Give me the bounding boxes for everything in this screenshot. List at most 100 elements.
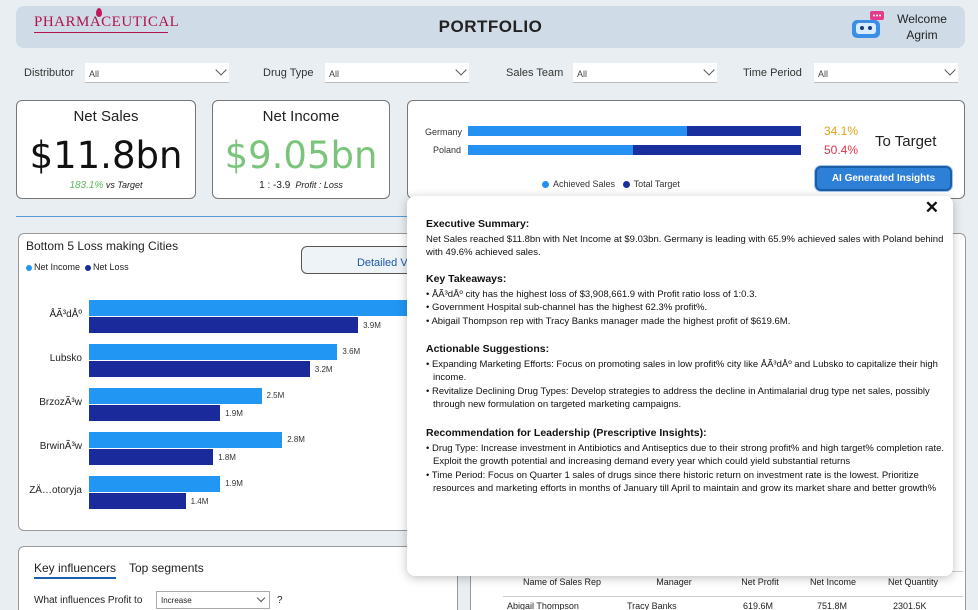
chevron-down-icon [703, 64, 715, 76]
poland-pct: 50.4% [824, 143, 859, 157]
exec-title: Executive Summary: [426, 218, 530, 230]
net-sales-pct-suffix: vs Target [105, 180, 143, 190]
pharmaceutical-logo: PHARMACEUTICAL [34, 8, 179, 33]
close-icon[interactable]: ✕ [924, 198, 939, 217]
profit-loss-label: Profit : Loss [295, 180, 343, 190]
col-net-income[interactable]: Net Income [809, 577, 857, 587]
income-value-label: 3.6M [342, 347, 361, 356]
drug-type-value: All [329, 69, 340, 79]
takeaway-item: • ÅÃ³dÅº city has the highest loss of $3… [426, 288, 758, 300]
cell-rep: Abigail Thompson [507, 601, 579, 610]
loss-chart-legend: Net Income Net Loss [26, 262, 129, 272]
city-label: ÅÃ³dÅº [49, 309, 82, 320]
net-sales-sub: 183.1% vs Target [17, 180, 195, 191]
net-sales-title: Net Sales [73, 108, 139, 125]
sales-team-label: Sales Team [506, 67, 564, 79]
section-divider [16, 216, 410, 217]
leadership-recommendations: Recommendation for Leadership (Prescript… [426, 427, 946, 496]
legend-loss: Net Loss [93, 262, 129, 272]
income-value-label: 1.9M [225, 479, 243, 488]
loss-value-label: 1.9M [225, 409, 243, 418]
takeaway-item: • Abigail Thompson rep with Tracy Banks … [426, 315, 791, 327]
germany-target-bar[interactable] [468, 126, 801, 136]
kt-title: Key Takeaways: [426, 273, 507, 285]
drug-type-label: Drug Type [263, 67, 314, 79]
recommendation-item: • Time Period: Focus on Quarter 1 sales … [426, 469, 937, 495]
tab-key-influencers[interactable]: Key influencers [34, 561, 117, 579]
col-sales-rep[interactable]: Name of Sales Rep [522, 577, 602, 587]
tab-top-segments[interactable]: Top segments [129, 561, 204, 575]
robot-avatar-icon[interactable] [850, 10, 886, 40]
loss-value-label: 1.4M [190, 497, 209, 506]
poland-target-bar[interactable] [468, 145, 801, 155]
germany-label: Germany [425, 127, 463, 137]
income-bar[interactable] [89, 300, 437, 316]
income-bar[interactable] [89, 476, 221, 492]
user-name: Agrim [906, 28, 938, 42]
distributor-select[interactable]: All [85, 63, 229, 83]
col-net-quantity[interactable]: Net Quantity [887, 577, 939, 587]
distributor-value: All [89, 69, 100, 79]
drug-type-select[interactable]: All [325, 63, 469, 83]
germany-achieved-bar[interactable] [468, 126, 688, 136]
time-period-select[interactable]: All [814, 63, 958, 83]
welcome-label: Welcome [897, 12, 947, 26]
influence-select[interactable]: Increase [156, 591, 270, 609]
question-mark: ? [277, 595, 283, 606]
welcome-text: Welcome Agrim [886, 11, 958, 43]
to-target-label: To Target [875, 133, 937, 150]
loss-bar[interactable] [89, 493, 186, 509]
loss-cities-chart: Bottom 5 Loss making Cities Net Income N… [18, 233, 438, 531]
loss-bar[interactable] [89, 405, 221, 421]
header-bar: PHARMACEUTICAL PORTFOLIO Welcome Agrim [16, 6, 965, 48]
loss-bar[interactable] [89, 361, 310, 377]
total-dot-icon [622, 181, 630, 188]
drop-icon [96, 8, 102, 17]
achieved-dot-icon [542, 181, 549, 188]
table-rule [503, 596, 963, 597]
loss-bar[interactable] [89, 317, 359, 333]
sales-team-select[interactable]: All [573, 63, 717, 83]
profit-loss-ratio: 1 : -3.9 [259, 180, 291, 191]
net-sales-pct: 183.1% [69, 180, 104, 191]
sales-team-value: All [577, 69, 588, 79]
income-value-label: 2.8M [287, 435, 305, 444]
col-manager[interactable]: Manager [656, 577, 692, 587]
takeaway-item: • Government Hospital sub-channel has th… [426, 302, 708, 313]
income-bar[interactable] [89, 344, 338, 360]
distributor-label: Distributor [24, 67, 75, 79]
chevron-down-icon [944, 64, 956, 76]
net-sales-value: $11.8bn [29, 134, 183, 177]
loss-chart-title: Bottom 5 Loss making Cities [26, 239, 179, 253]
suggestion-item: • Expanding Marketing Efforts: Focus on … [426, 358, 938, 384]
income-bar[interactable] [89, 432, 283, 448]
recommendation-item: • Drug Type: Increase investment in Anti… [426, 442, 945, 468]
chevron-down-icon [256, 593, 266, 603]
page-title: PORTFOLIO [438, 17, 543, 36]
logo-underline [34, 32, 168, 33]
poland-achieved-bar[interactable] [468, 145, 634, 155]
rec-title: Recommendation for Leadership (Prescript… [426, 427, 707, 439]
cell-manager: Tracy Banks [627, 601, 677, 610]
city-label: BrwinÃ³w [39, 441, 82, 452]
influence-select-value: Increase [161, 596, 192, 605]
income-value-label: 2.5M [266, 391, 285, 400]
loss-value-label: 3.9M [363, 321, 381, 330]
ai-insights-modal: ✕ Executive Summary: Net Sales reached $… [407, 196, 953, 576]
col-net-profit[interactable]: Net Profit [741, 577, 779, 587]
net-sales-card: Net Sales $11.8bn 183.1% vs Target [16, 100, 196, 199]
loss-bar[interactable] [89, 449, 214, 465]
time-period-value: All [818, 69, 829, 79]
actionable-suggestions: Actionable Suggestions: • Expanding Mark… [426, 343, 946, 412]
exec-text: Net Sales reached $11.8bn with Net Incom… [426, 233, 944, 259]
loss-value-label: 3.2M [314, 365, 333, 374]
poland-label: Poland [433, 145, 462, 155]
net-income-sub: 1 : -3.9 Profit : Loss [213, 180, 389, 191]
city-label: BrzozÃ³w [39, 397, 82, 408]
influencers-panel: Key influencers Top segments What influe… [18, 546, 458, 610]
ai-insights-button[interactable]: AI Generated Insights [815, 166, 952, 191]
target-legend: Achieved Sales Total Target [542, 179, 680, 189]
income-bar[interactable] [89, 388, 262, 404]
cell-quantity: 2301.5K [893, 601, 927, 610]
chevron-down-icon [215, 64, 227, 76]
